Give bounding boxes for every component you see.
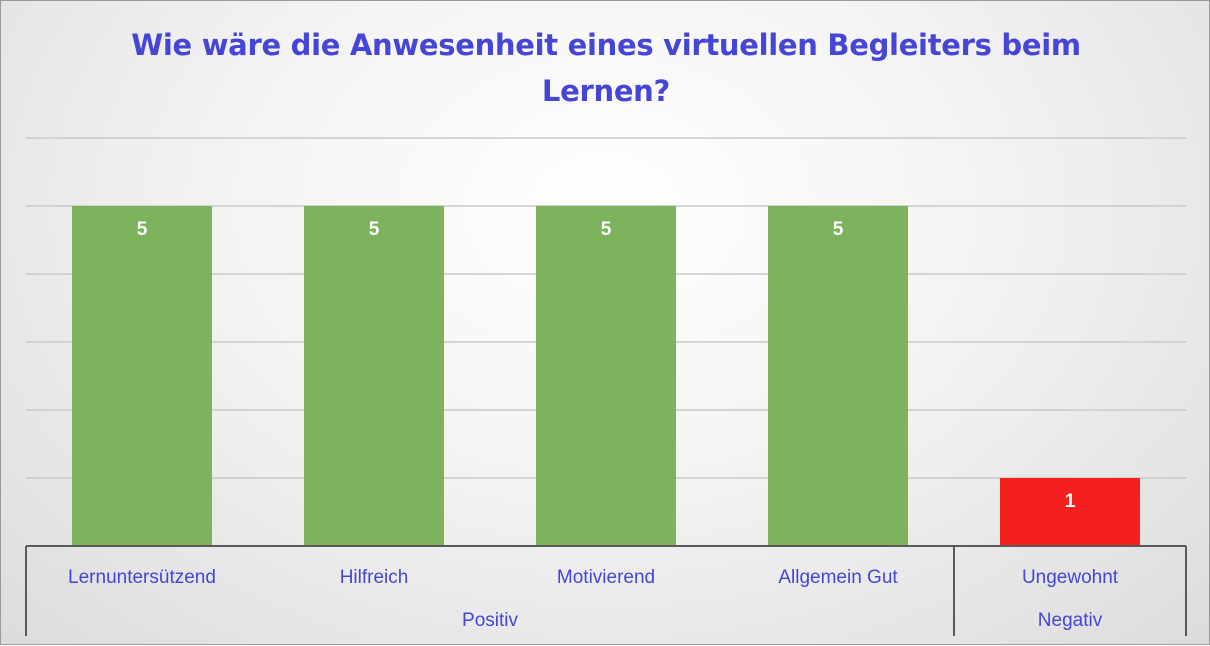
x-tick-label: Motivierend [557, 567, 655, 588]
data-label: 5 [833, 219, 844, 240]
chart-title-line-2: Lernen? [541, 74, 671, 108]
x-tick-label: Hilfreich [340, 567, 409, 588]
bar [1000, 478, 1140, 546]
bar [72, 206, 212, 546]
data-label: 5 [137, 219, 148, 240]
data-label: 1 [1065, 491, 1076, 512]
chart-title-line-1: Wie wäre die Anwesenheit eines virtuelle… [131, 28, 1081, 62]
x-tick-label: Ungewohnt [1022, 567, 1119, 588]
group-label: Positiv [462, 610, 518, 631]
bar [768, 206, 908, 546]
x-tick-label: Allgemein Gut [778, 567, 898, 588]
group-label: Negativ [1038, 610, 1103, 631]
data-label: 5 [601, 219, 612, 240]
bar [536, 206, 676, 546]
data-label: 5 [369, 219, 380, 240]
x-tick-label: Lernuntersützend [68, 567, 216, 588]
bar [304, 206, 444, 546]
